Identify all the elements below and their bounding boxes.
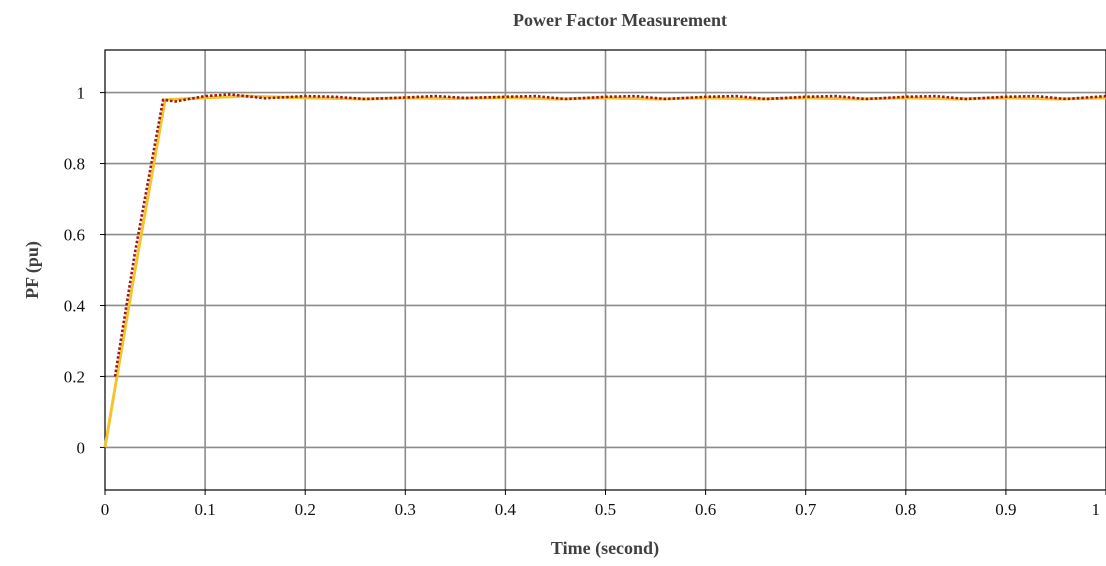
data-series: [103, 93, 1106, 448]
x-tick-label: 0.2: [295, 500, 316, 519]
x-tick-label: 0.4: [495, 500, 517, 519]
y-tick-label: 1: [77, 84, 86, 103]
x-tick-label: 0.7: [795, 500, 817, 519]
x-tick-label: 1: [1092, 500, 1101, 519]
axis-ticks: 0 0.1 0.2 0.3 0.4 0.5 0.6 0.7 0.8 0.9 1 0 0.2 0.4 0.6 0…: [64, 84, 1106, 519]
y-tick-label: 0.4: [64, 296, 86, 315]
y-tick-label: 0.6: [64, 226, 85, 245]
x-tick-label: 0.5: [595, 500, 616, 519]
x-tick-label: 0: [101, 500, 110, 519]
x-tick-label: 0.9: [995, 500, 1016, 519]
chart-title: Power Factor Measurement: [513, 10, 727, 30]
x-tick-label: 0.6: [695, 500, 716, 519]
y-tick-label: 0: [77, 438, 86, 457]
y-axis-label: PF (pu): [22, 241, 43, 299]
x-tick-label: 0.3: [395, 500, 416, 519]
y-tick-label: 0.8: [64, 155, 85, 174]
series-line-2: [113, 93, 1106, 377]
x-axis-label: Time (second): [551, 538, 659, 559]
y-tick-label: 0.2: [64, 367, 85, 386]
x-tick-label: 0.1: [194, 500, 215, 519]
grid-lines: [105, 50, 1106, 490]
x-tick-label: 0.8: [895, 500, 916, 519]
